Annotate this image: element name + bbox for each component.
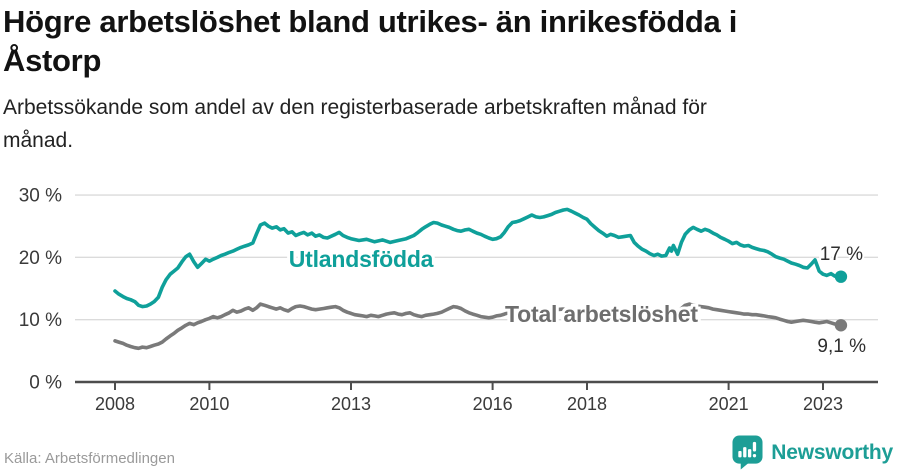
newsworthy-logo-icon (732, 435, 763, 470)
x-tick-label-2023: 2023 (803, 394, 843, 413)
chart-area: 0 % 10 % 20 % 30 % 2008 2010 2013 2016 2018 2021 2… (0, 168, 900, 414)
brand-logo: Newsworthy (732, 435, 893, 470)
chart-subtitle: Arbetssökande som andel av den registerb… (3, 92, 883, 157)
end-value-label-utlandsfodda: 17 % (820, 244, 863, 265)
y-tick-label-0pct: 0 % (29, 373, 62, 394)
line-chart: 0 % 10 % 20 % 30 % 2008 2010 2013 2016 2018 2021 2… (19, 186, 878, 414)
series-label-utlandsfodda: Utlandsfödda (289, 246, 434, 272)
chart-subtitle-line-2: månad. (3, 128, 74, 152)
x-tick-label-2021: 2021 (709, 394, 749, 413)
series-line-total-arbetsloshet (113, 302, 843, 351)
source-note: Källa: Arbetsförmedlingen (4, 450, 175, 467)
x-tick-label-2016: 2016 (473, 394, 513, 413)
y-tick-label-30pct: 30 % (19, 186, 62, 207)
series-end-dot-utlandsfodda (834, 270, 848, 283)
series-end-dot-total-arbetsloshet (834, 319, 848, 332)
page-title-line-1: Högre arbetslöshet bland utrikes- än inr… (3, 4, 738, 39)
end-value-label-total-arbetsloshet: 9,1 % (817, 336, 866, 357)
brand-name: Newsworthy (771, 440, 893, 464)
x-tick-label-2013: 2013 (331, 394, 371, 413)
chart-subtitle-line-1: Arbetssökande som andel av den registerb… (3, 96, 707, 120)
y-tick-label-20pct: 20 % (19, 248, 62, 269)
series-line-utlandsfodda (113, 207, 843, 309)
x-tick-label-2008: 2008 (95, 394, 135, 413)
page-title: Högre arbetslöshet bland utrikes- än inr… (3, 2, 883, 80)
series-label-total-arbetsloshet: Total arbetslöshet (505, 301, 698, 327)
logo-bars (738, 441, 757, 458)
x-tick-label-2010: 2010 (189, 394, 229, 413)
chart-header: Högre arbetslöshet bland utrikes- än inr… (3, 2, 883, 157)
page-title-line-2: Åstorp (3, 43, 102, 79)
x-tick-label-2018: 2018 (567, 394, 607, 413)
y-tick-label-10pct: 10 % (19, 310, 62, 331)
